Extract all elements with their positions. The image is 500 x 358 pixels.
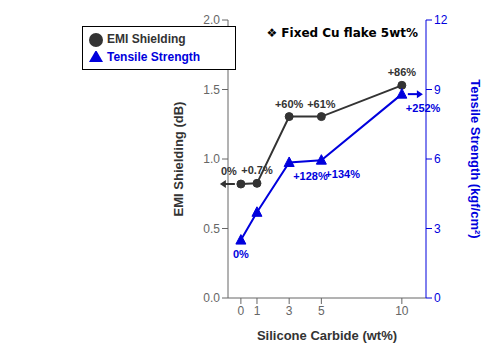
svg-text:10: 10: [395, 304, 409, 318]
svg-text:2.0: 2.0: [203, 13, 220, 27]
svg-text:Tensile Strength (kgf/cm²): Tensile Strength (kgf/cm²): [468, 79, 483, 238]
svg-text:1.0: 1.0: [203, 152, 220, 166]
html-text:❖ Fixed Cu flake 5wt%: ❖ Fixed Cu flake 5wt%: [266, 26, 418, 40]
svg-text:1.5: 1.5: [203, 83, 220, 97]
svg-text:1: 1: [254, 304, 261, 318]
svg-text:3: 3: [286, 304, 293, 318]
svg-text:0: 0: [238, 304, 245, 318]
svg-text:0.0: 0.0: [203, 291, 220, 305]
svg-text:0: 0: [434, 291, 441, 305]
svg-text:0%: 0%: [233, 248, 249, 260]
svg-text:+134%: +134%: [325, 168, 360, 180]
svg-text:+128%: +128%: [293, 170, 328, 182]
html-text:EMI Shielding: EMI Shielding: [107, 32, 186, 46]
svg-text:0%: 0%: [221, 165, 237, 177]
svg-text:EMI Shielding (dB): EMI Shielding (dB): [171, 102, 186, 217]
svg-text:+61%: +61%: [307, 98, 336, 110]
svg-text:0.5: 0.5: [203, 222, 220, 236]
svg-text:12: 12: [434, 13, 448, 27]
svg-text:3: 3: [434, 222, 441, 236]
svg-text:5: 5: [318, 304, 325, 318]
svg-text:+86%: +86%: [388, 66, 417, 78]
svg-text:+252%: +252%: [406, 102, 441, 114]
html-text:Tensile Strength: Tensile Strength: [107, 50, 201, 64]
svg-text:+60%: +60%: [275, 98, 304, 110]
svg-text:9: 9: [434, 83, 441, 97]
svg-text:+0.7%: +0.7%: [241, 164, 273, 176]
svg-text:6: 6: [434, 152, 441, 166]
svg-text:Silicone Carbide (wt%): Silicone Carbide (wt%): [257, 328, 397, 343]
